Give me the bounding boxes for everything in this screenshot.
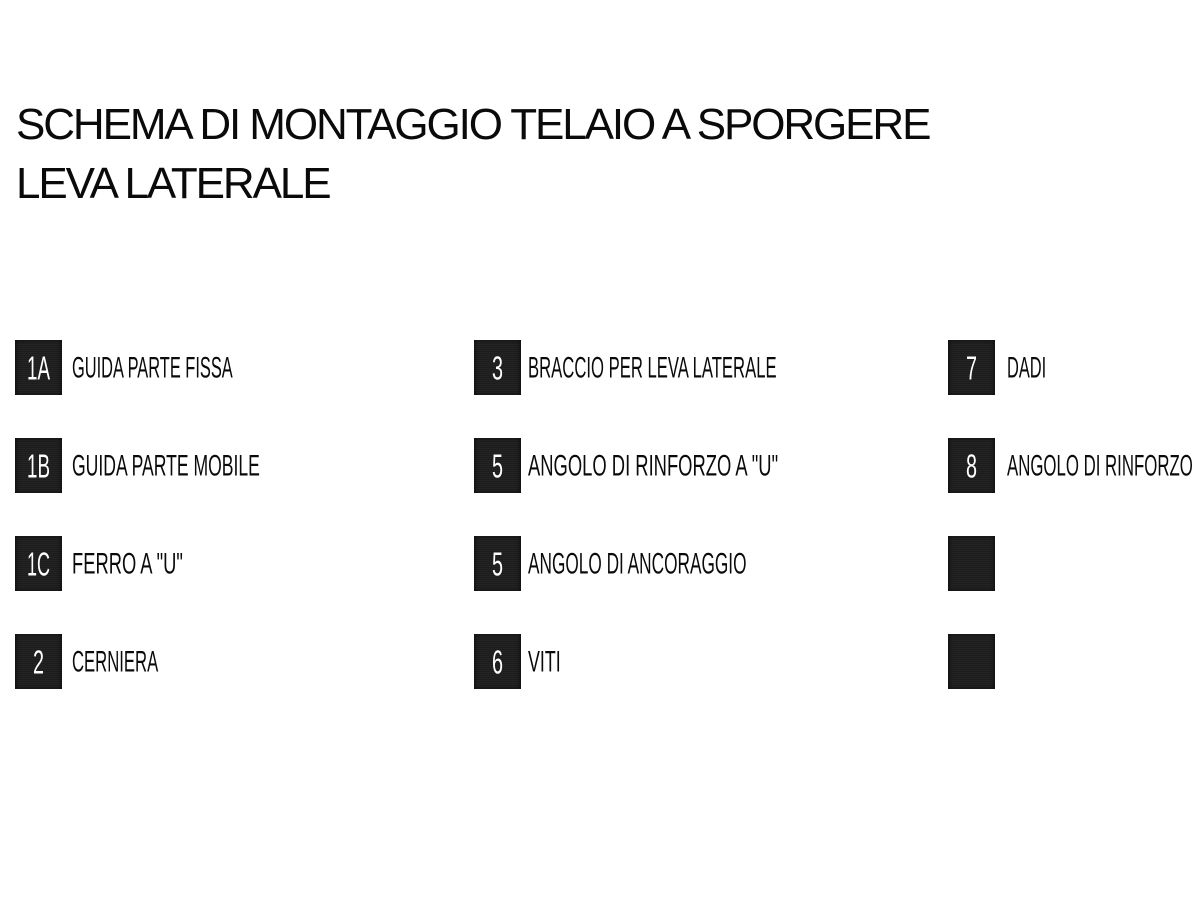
svg-text:GUIDA PARTE MOBILE: GUIDA PARTE MOBILE xyxy=(72,449,260,482)
svg-text:8: 8 xyxy=(966,447,977,484)
svg-text:ANGOLO DI RINFORZO: ANGOLO DI RINFORZO xyxy=(1007,449,1193,482)
svg-text:BRACCIO PER LEVA LATERALE: BRACCIO PER LEVA LATERALE xyxy=(528,351,777,384)
svg-text:ANGOLO DI RINFORZO A "U": ANGOLO DI RINFORZO A "U" xyxy=(528,449,778,482)
svg-text:ANGOLO DI ANCORAGGIO: ANGOLO DI ANCORAGGIO xyxy=(528,547,747,580)
svg-text:2: 2 xyxy=(33,643,44,680)
svg-text:VITI: VITI xyxy=(528,645,561,678)
svg-text:1C: 1C xyxy=(27,545,50,582)
svg-text:DADI: DADI xyxy=(1007,351,1046,384)
svg-text:5: 5 xyxy=(492,447,503,484)
svg-text:FERRO A "U": FERRO A "U" xyxy=(72,547,183,580)
svg-text:GUIDA PARTE FISSA: GUIDA PARTE FISSA xyxy=(72,351,233,384)
svg-text:1B: 1B xyxy=(27,447,50,484)
svg-text:3: 3 xyxy=(492,349,503,386)
svg-text:7: 7 xyxy=(966,349,977,386)
svg-text:1A: 1A xyxy=(27,349,50,386)
svg-text:6: 6 xyxy=(492,643,503,680)
svg-text:CERNIERA: CERNIERA xyxy=(72,645,158,678)
svg-text:5: 5 xyxy=(492,545,503,582)
